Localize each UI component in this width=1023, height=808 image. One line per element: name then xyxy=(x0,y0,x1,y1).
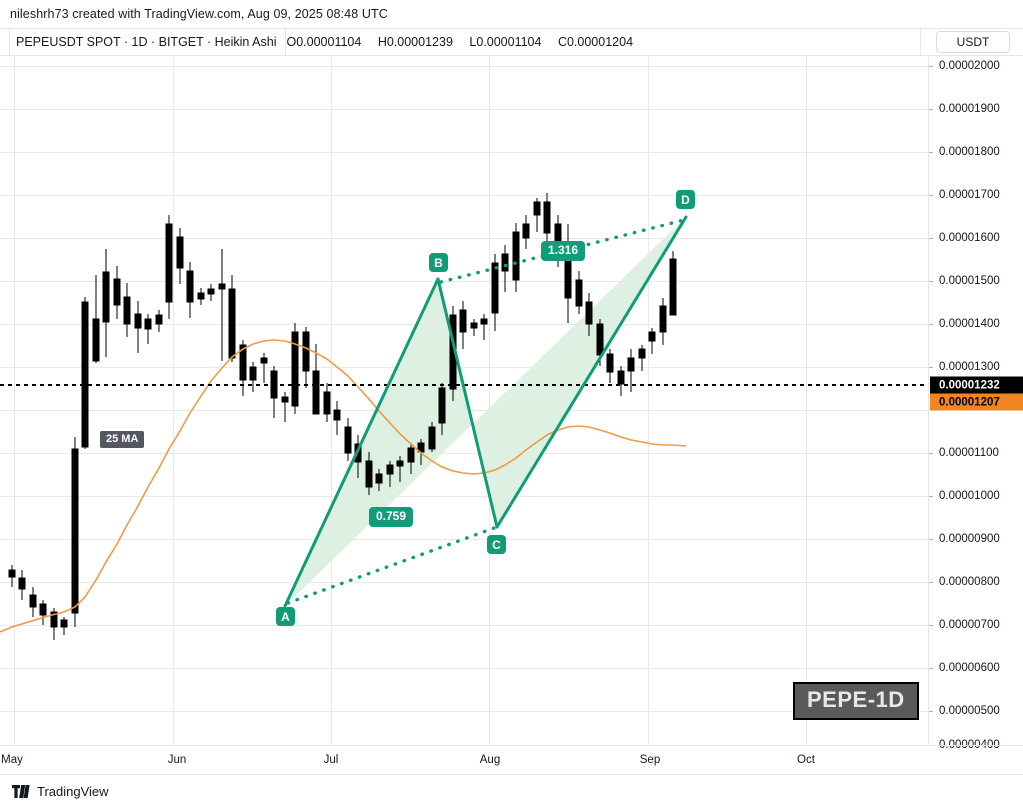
attribution-text: nileshrh73 created with TradingView.com,… xyxy=(10,7,388,21)
ohlc-close: C0.00001204 xyxy=(557,35,634,49)
price-tick: 0.00001500 xyxy=(929,275,1023,287)
chart-svg xyxy=(0,57,928,745)
price-tick: 0.00002000 xyxy=(929,60,1023,72)
price-tick: 0.00001800 xyxy=(929,146,1023,158)
symbol-header: PEPEUSDT SPOT · 1D · BITGET · Heikin Ash… xyxy=(0,28,1023,56)
tradingview-logo-icon xyxy=(12,785,30,798)
price-tick: 0.00000900 xyxy=(929,533,1023,545)
price-tick: 0.00000500 xyxy=(929,705,1023,717)
time-tick: Sep xyxy=(639,754,661,766)
harmonic-pattern-legs xyxy=(283,215,688,608)
leg-bc xyxy=(436,277,499,529)
price-tick: 0.00001100 xyxy=(929,447,1023,459)
leg-ab xyxy=(283,277,440,608)
ma-price-tag[interactable]: 0.00001207 xyxy=(930,393,1023,411)
ratio-label-ab[interactable]: 0.759 xyxy=(369,507,414,527)
time-tick: Jun xyxy=(167,754,187,766)
header-divider-right xyxy=(920,29,921,55)
pattern-point-a[interactable]: A xyxy=(276,607,295,626)
chart-plot-area[interactable]: 25 MA PEPE-1D A B C D 0.759 1.316 xyxy=(0,57,928,745)
harmonic-pattern-fill xyxy=(285,217,686,606)
chart-watermark: PEPE-1D xyxy=(793,682,919,720)
ma-label: 25 MA xyxy=(100,431,145,448)
time-tick: Jul xyxy=(323,754,339,766)
pattern-point-b[interactable]: B xyxy=(429,253,448,272)
price-tick: 0.00000600 xyxy=(929,662,1023,674)
price-tick: 0.00000800 xyxy=(929,576,1023,588)
price-tick: 0.00001700 xyxy=(929,189,1023,201)
price-tick: 0.00001300 xyxy=(929,361,1023,373)
price-tick: 0.00000700 xyxy=(929,619,1023,631)
pattern-point-d[interactable]: D xyxy=(676,190,695,209)
ohlc-high: H0.00001239 xyxy=(377,35,453,49)
time-tick: Aug xyxy=(479,754,501,766)
price-tick: 0.00001000 xyxy=(929,490,1023,502)
grid-horizontal xyxy=(0,66,928,712)
leg-ac-dotted xyxy=(286,525,499,605)
footer-bar: TradingView xyxy=(0,775,1023,808)
chart-container[interactable]: 25 MA PEPE-1D A B C D 0.759 1.316 USDT 0… xyxy=(0,31,1023,751)
tradingview-brand: TradingView xyxy=(37,784,109,799)
ohlc-open: O0.00001104 xyxy=(286,35,362,49)
header-divider-mid xyxy=(285,29,286,55)
time-tick: Oct xyxy=(797,754,815,766)
price-scale[interactable]: USDT 0.00002000 0.00001900 0.00001800 0.… xyxy=(928,31,1023,751)
leg-cd xyxy=(495,215,688,529)
ohlc-values: O0.00001104 H0.00001239 L0.00001104 C0.0… xyxy=(287,35,634,49)
time-tick: May xyxy=(1,754,23,766)
header-divider-left xyxy=(9,29,10,55)
price-tick: 0.00001600 xyxy=(929,232,1023,244)
moving-average-line xyxy=(0,339,687,633)
ratio-label-cd[interactable]: 1.316 xyxy=(541,241,586,261)
currency-badge[interactable]: USDT xyxy=(936,31,1010,53)
price-tick: 0.00001900 xyxy=(929,103,1023,115)
ohlc-low: L0.00001104 xyxy=(469,35,542,49)
time-scale[interactable]: May Jun Jul Aug Sep Oct xyxy=(0,745,1023,775)
pattern-point-c[interactable]: C xyxy=(487,535,506,554)
price-tick: 0.00001400 xyxy=(929,318,1023,330)
grid-vertical xyxy=(14,57,807,745)
symbol-title[interactable]: PEPEUSDT SPOT · 1D · BITGET · Heikin Ash… xyxy=(16,35,277,49)
last-price-tag[interactable]: 0.00001232 xyxy=(930,376,1023,394)
attribution-bar: nileshrh73 created with TradingView.com,… xyxy=(0,0,1023,28)
